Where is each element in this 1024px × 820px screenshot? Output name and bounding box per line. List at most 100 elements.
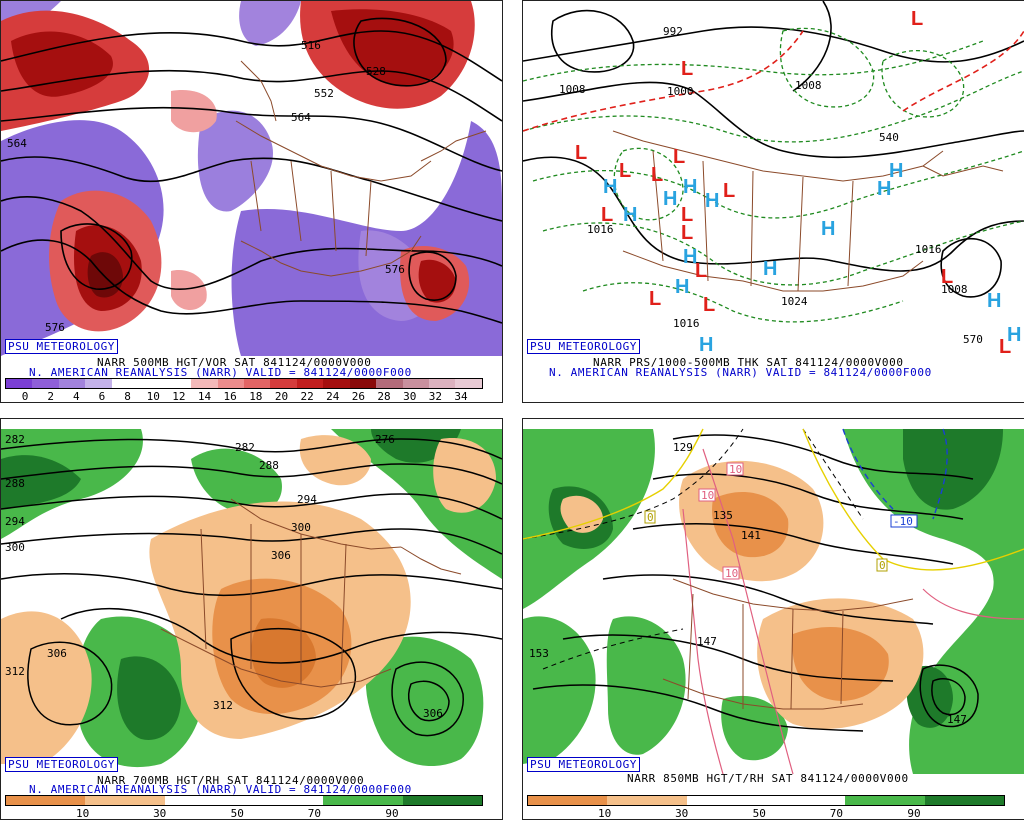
colorbar-tick-label: 20 <box>274 390 289 403</box>
colorbar-swatch <box>402 379 429 388</box>
psu-meteorology-badge: PSU METEOROLOGY <box>5 757 118 772</box>
svg-text:552: 552 <box>314 87 334 100</box>
high-pressure-symbol: H <box>623 204 637 226</box>
svg-text:294: 294 <box>5 515 25 528</box>
svg-text:0: 0 <box>647 511 654 524</box>
low-pressure-symbol: L <box>575 142 587 164</box>
colorbar-tick-label: 0 <box>21 390 29 403</box>
product-line: NARR 500MB HGT/VOR SAT 841124/0000V000 <box>97 356 372 369</box>
colorbar-tick-label: 10 <box>75 807 90 820</box>
colorbar-swatch <box>191 379 218 388</box>
psu-meteorology-badge: PSU METEOROLOGY <box>5 339 118 354</box>
svg-text:1024: 1024 <box>781 295 808 308</box>
colorbar-swatch <box>111 379 139 388</box>
svg-text:306: 306 <box>271 549 291 562</box>
rh-colorbar-ticks: 10 30 50 70 90 <box>5 807 481 819</box>
low-pressure-symbol: L <box>673 146 685 168</box>
low-pressure-symbol: L <box>601 204 613 226</box>
colorbar-tick-label: 32 <box>428 390 442 403</box>
svg-text:153: 153 <box>529 647 549 660</box>
colorbar-swatch <box>296 379 324 388</box>
svg-text:1000: 1000 <box>667 85 694 98</box>
high-pressure-symbol: H <box>683 176 697 198</box>
psu-meteorology-badge: PSU METEOROLOGY <box>527 339 640 354</box>
valid-line: N. AMERICAN REANALYSIS (NARR) VALID = 84… <box>29 366 412 379</box>
low-pressure-symbol: L <box>911 8 923 30</box>
svg-text:1016: 1016 <box>673 317 700 330</box>
colorbar-tick-label: 28 <box>377 390 391 403</box>
high-pressure-symbol: H <box>763 258 777 280</box>
high-pressure-symbol: H <box>889 160 903 182</box>
colorbar-tick-label: 6 <box>98 390 106 403</box>
svg-text:129: 129 <box>673 441 693 454</box>
product-line: NARR PRS/1000-500MB THK SAT 841124/0000V… <box>593 356 904 369</box>
colorbar-swatch <box>6 379 33 388</box>
svg-text:10: 10 <box>725 567 738 580</box>
colorbar-swatch <box>217 379 244 388</box>
colorbar-swatch <box>349 379 377 388</box>
colorbar-tick-label: 22 <box>300 390 314 403</box>
panel-700mb-rh: 282 288 294 300 276 282 288 294 300 306 … <box>0 418 503 820</box>
svg-text:147: 147 <box>697 635 717 648</box>
colorbar-tick-label: 10 <box>146 390 160 403</box>
svg-text:282: 282 <box>235 441 255 454</box>
valid-line: N. AMERICAN REANALYSIS (NARR) VALID = 84… <box>29 783 412 796</box>
vorticity-colorbar-ticks: 0 2 4 6 8 10 12 14 16 18 20 22 24 26 28 30 32 34 <box>5 390 481 402</box>
svg-text:288: 288 <box>259 459 279 472</box>
colorbar-tick-label: 18 <box>249 390 263 403</box>
valid-line: N. AMERICAN REANALYSIS (NARR) VALID = 84… <box>549 366 932 379</box>
colorbar-swatch <box>429 379 456 388</box>
svg-text:147: 147 <box>947 713 967 726</box>
svg-text:992: 992 <box>663 25 683 38</box>
high-pressure-symbol: H <box>699 334 713 356</box>
colorbar-swatch <box>270 379 297 388</box>
svg-text:312: 312 <box>5 665 25 678</box>
low-pressure-symbol: L <box>941 266 953 288</box>
colorbar-tick-label: 30 <box>675 807 689 820</box>
svg-text:564: 564 <box>291 111 311 124</box>
svg-text:570: 570 <box>963 333 983 346</box>
low-pressure-symbol: L <box>651 164 663 186</box>
low-pressure-symbol: L <box>649 288 661 310</box>
svg-text:-10: -10 <box>893 515 913 528</box>
svg-text:288: 288 <box>5 477 25 490</box>
colorbar-tick-label: 90 <box>907 807 921 820</box>
colorbar-swatch <box>243 379 271 388</box>
high-pressure-symbol: H <box>821 218 835 240</box>
panel-pressure-thickness: 992 1008 1000 1008 1016 1024 1016 1008 1… <box>522 0 1024 403</box>
high-pressure-symbol: H <box>987 290 1001 312</box>
colorbar-tick-label: 4 <box>72 390 80 403</box>
high-pressure-symbol: H <box>603 176 617 198</box>
product-line: NARR 700MB HGT/RH SAT 841124/0000V000 <box>97 774 365 787</box>
low-pressure-symbol: L <box>681 222 693 244</box>
low-pressure-symbol: L <box>681 58 693 80</box>
colorbar-swatch <box>455 379 482 388</box>
svg-text:300: 300 <box>5 541 25 554</box>
colorbar-tick-label: 24 <box>326 390 340 403</box>
low-pressure-symbol: L <box>695 260 707 282</box>
svg-text:312: 312 <box>213 699 233 712</box>
high-pressure-symbol: H <box>675 276 689 298</box>
colorbar-tick-label: 50 <box>230 807 244 820</box>
colorbar-swatch <box>32 379 59 388</box>
colorbar-swatch <box>58 379 86 388</box>
svg-text:294: 294 <box>297 493 317 506</box>
colorbar-tick-label: 30 <box>403 390 417 403</box>
colorbar-tick-label: 16 <box>223 390 237 403</box>
colorbar-swatch <box>323 379 350 388</box>
svg-text:141: 141 <box>741 529 761 542</box>
svg-text:528: 528 <box>366 65 386 78</box>
colorbar-swatch <box>85 379 112 388</box>
svg-text:306: 306 <box>47 647 67 660</box>
rh-colorbar-ticks: 10 30 50 70 90 <box>527 807 1003 819</box>
svg-text:576: 576 <box>385 263 405 276</box>
colorbar-tick-label: 70 <box>307 807 322 820</box>
panel-850mb-rh: 129 135 141 147 153 147 -10 10 10 10 0 0… <box>522 418 1024 820</box>
rh-colorbar <box>527 795 1005 806</box>
psu-meteorology-badge: PSU METEOROLOGY <box>527 757 640 772</box>
colorbar-tick-label: 90 <box>385 807 399 820</box>
svg-text:1008: 1008 <box>941 283 968 296</box>
vorticity-colorbar <box>5 378 483 389</box>
rh-colorbar <box>5 795 483 806</box>
panel-500mb-vorticity: 516 552 564 528 576 576 564 PSU METEOROL… <box>0 0 503 403</box>
